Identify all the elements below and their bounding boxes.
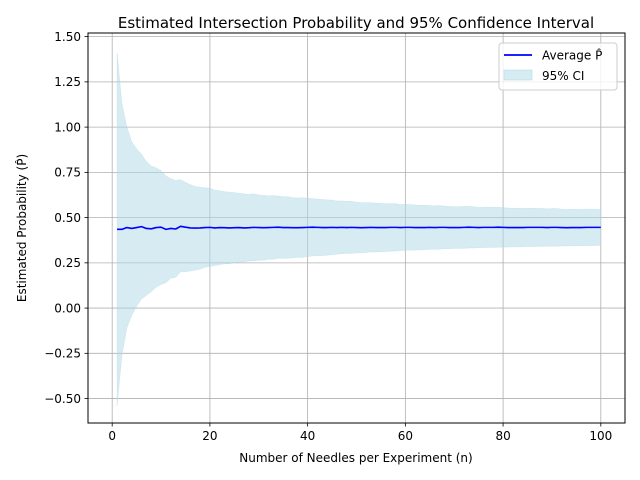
x-axis-ticks: 0 20 40 60 80 100 <box>108 423 612 443</box>
y-tick-label: 0.50 <box>54 211 81 225</box>
y-tick-label: 1.50 <box>54 30 81 44</box>
y-tick-label: 1.00 <box>54 120 81 134</box>
x-axis-label: Number of Needles per Experiment (n) <box>239 451 472 465</box>
x-tick-label: 0 <box>108 429 116 443</box>
y-tick-label: −0.50 <box>44 392 81 406</box>
legend-band-swatch <box>503 69 533 81</box>
y-tick-label: 0.75 <box>54 166 81 180</box>
x-tick-label: 80 <box>495 429 510 443</box>
y-tick-label: 0.25 <box>54 256 81 270</box>
ci-band-layer <box>116 52 602 406</box>
average-line-layer <box>117 225 601 231</box>
y-axis-ticks: −0.50 −0.25 0.00 0.25 0.50 0.75 1.00 1.25 1.50 <box>44 30 88 406</box>
legend-label-ci: 95% CI <box>542 69 584 83</box>
legend: Average P̂ 95% CI <box>498 42 618 91</box>
ci-band <box>116 52 602 406</box>
y-axis-label: Estimated Probability (P̂) <box>15 154 29 302</box>
y-tick-label: 1.25 <box>54 75 81 89</box>
average-line <box>117 225 601 231</box>
chart-title: Estimated Intersection Probability and 9… <box>118 14 594 32</box>
legend-label-average: Average P̂ <box>542 48 602 62</box>
y-tick-label: 0.00 <box>54 301 81 315</box>
x-tick-label: 40 <box>300 429 315 443</box>
x-tick-label: 60 <box>398 429 413 443</box>
y-tick-label: −0.25 <box>44 347 81 361</box>
plot-area-frame <box>87 32 626 424</box>
x-tick-label: 100 <box>589 429 612 443</box>
x-tick-label: 20 <box>202 429 217 443</box>
